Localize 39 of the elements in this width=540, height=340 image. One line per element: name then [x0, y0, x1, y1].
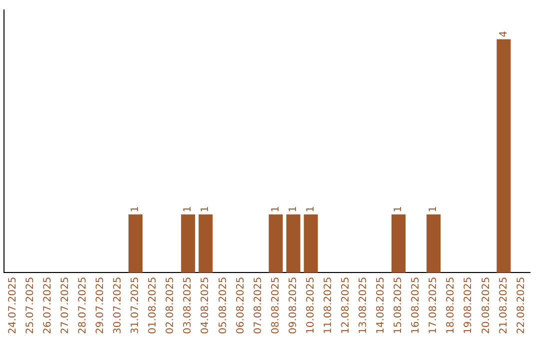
x-tick-label: 21.08.2025 [498, 276, 510, 334]
data-label: 1 [428, 206, 440, 212]
x-tick-label: 01.08.2025 [148, 276, 159, 334]
x-tick-label: 11.08.2025 [322, 276, 334, 334]
x-tick-label: 13.08.2025 [358, 276, 370, 334]
x-tick-label: 06.08.2025 [235, 276, 246, 334]
x-tick-label: 08.08.2025 [270, 276, 282, 334]
data-label: 4 [498, 30, 510, 38]
x-tick-label: 09.08.2025 [288, 276, 299, 334]
x-tick-label: 03.08.2025 [182, 276, 194, 334]
x-tick-label: 04.08.2025 [200, 276, 212, 334]
x-tick-label: 24.07.2025 [7, 276, 18, 334]
x-tick-label: 27.07.2025 [60, 276, 71, 334]
x-tick-label: 15.08.2025 [393, 276, 404, 334]
data-label: 1 [182, 206, 194, 212]
x-tick-label: 16.08.2025 [410, 276, 422, 334]
x-tick-label: 17.08.2025 [428, 276, 440, 334]
x-tick-label: 10.08.2025 [305, 276, 316, 334]
data-label: 1 [305, 206, 316, 212]
x-tick-label: 14.08.2025 [376, 276, 387, 334]
data-label: 1 [270, 206, 282, 212]
data-label: 1 [200, 206, 212, 212]
x-tick-label: 30.07.2025 [112, 276, 124, 334]
data-label: 1 [130, 206, 142, 212]
x-tick-label: 26.07.2025 [42, 276, 54, 334]
x-tick-label: 28.07.2025 [77, 276, 88, 334]
data-label: 1 [393, 206, 404, 212]
data-label: 1 [288, 206, 299, 212]
x-tick-label: 31.07.2025 [130, 276, 142, 334]
x-tick-label: 12.08.2025 [340, 276, 352, 334]
x-tick-label: 22.08.2025 [516, 276, 527, 334]
x-tick-label: 02.08.2025 [165, 276, 176, 334]
x-tick-label: 20.08.2025 [480, 276, 492, 334]
x-tick-label: 19.08.2025 [463, 276, 474, 334]
x-tick-label: 18.08.2025 [446, 276, 457, 334]
x-tick-label: 07.08.2025 [252, 276, 264, 334]
x-tick-label: 05.08.2025 [218, 276, 229, 334]
x-tick-label: 29.07.2025 [95, 276, 106, 334]
x-tick-label: 25.07.2025 [24, 276, 36, 334]
